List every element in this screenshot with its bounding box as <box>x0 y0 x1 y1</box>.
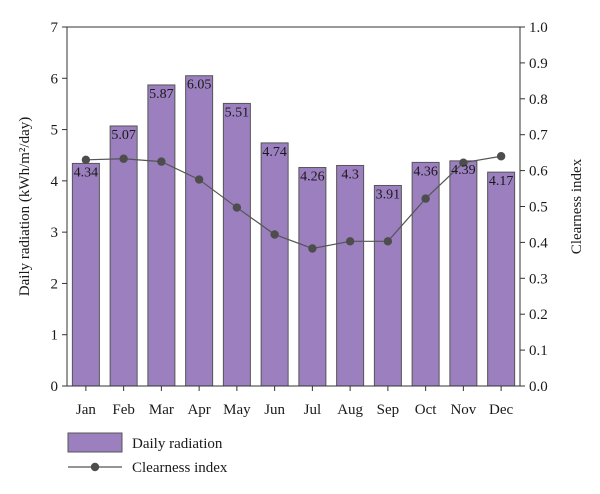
clearness-point-feb <box>119 154 128 163</box>
data-label-oct: 4.36 <box>413 164 438 179</box>
right-tick-label: 0.8 <box>529 92 548 108</box>
x-tick-label-aug: Aug <box>337 402 363 418</box>
x-tick-label-dec: Dec <box>489 402 513 418</box>
axes-layer: 0 1 2 3 4 5 6 7 0.0 0.1 0.2 0.3 0.4 0.5 0.6 0.7 0.8 0.9 1.… <box>51 20 549 418</box>
clearness-line-layer <box>81 152 506 253</box>
data-label-jan: 4.34 <box>74 165 99 180</box>
data-label-jul: 4.26 <box>300 170 325 185</box>
bar-jun <box>260 142 289 387</box>
bar-mar <box>147 84 176 387</box>
right-tick-label: 0.3 <box>529 271 548 287</box>
clearness-point-may <box>232 203 242 212</box>
legend-label-daily-radiation: Daily radiation <box>132 436 223 452</box>
left-tick-label: 6 <box>51 71 59 87</box>
clearness-point-dec <box>496 152 506 161</box>
right-tick-label: 0.6 <box>529 164 548 180</box>
clearness-point-sep <box>383 237 393 246</box>
x-tick-label-sep: Sep <box>377 402 400 418</box>
data-label-sep: 3.91 <box>376 187 401 202</box>
x-tick-label-nov: Nov <box>450 402 476 418</box>
bar-nov <box>449 160 478 387</box>
left-tick-label: 2 <box>51 276 59 292</box>
data-label-mar: 5.87 <box>149 87 174 102</box>
x-tick-label-apr: Apr <box>187 402 210 418</box>
data-label-feb: 5.07 <box>111 128 136 143</box>
x-tick-label-feb: Feb <box>112 402 135 418</box>
right-tick-label: 0.7 <box>529 128 548 144</box>
data-label-aug: 4.3 <box>341 167 359 182</box>
x-tick-label-mar: Mar <box>149 402 174 418</box>
clearness-index-line <box>85 155 502 250</box>
clearness-point-oct <box>421 194 430 203</box>
x-tick-label-jul: Jul <box>304 402 322 418</box>
clearness-point-jan <box>81 155 91 165</box>
right-tick-label: 0.2 <box>529 307 548 323</box>
left-axis-title: Daily radiation (kWh/m²/day) <box>17 117 33 296</box>
right-tick-label: 0.5 <box>529 200 548 216</box>
clearness-point-jun <box>270 230 279 239</box>
clearness-point-nov <box>459 158 468 167</box>
left-tick-label: 0 <box>51 379 59 395</box>
x-tick-label-jan: Jan <box>76 402 96 418</box>
bar-sep <box>373 184 402 387</box>
bar-dec <box>487 171 516 387</box>
bars-layer <box>71 75 516 387</box>
left-tick-label: 3 <box>51 225 59 241</box>
bar-apr <box>185 75 214 387</box>
data-label-dec: 4.17 <box>489 174 514 189</box>
x-tick-label-jun: Jun <box>264 402 285 418</box>
clearness-point-mar <box>157 157 166 166</box>
legend-swatch-daily-radiation <box>67 432 123 453</box>
left-tick-label: 7 <box>51 20 59 36</box>
x-tick-label-oct: Oct <box>415 402 437 418</box>
bar-jul <box>298 167 327 387</box>
left-tick-label: 4 <box>51 174 59 190</box>
clearness-point-apr <box>194 175 204 184</box>
clearness-point-jul <box>308 244 317 253</box>
right-axis-title: Clearness index <box>569 158 585 254</box>
legend-label-clearness-index: Clearness index <box>132 460 228 476</box>
data-label-jun: 4.74 <box>262 145 287 160</box>
right-tick-label: 0.9 <box>529 56 548 72</box>
bar-aug <box>336 164 365 387</box>
clearness-point-aug <box>345 237 355 246</box>
right-tick-label: 1.0 <box>529 20 548 36</box>
bar-jan <box>71 162 100 387</box>
bar-may <box>222 102 251 387</box>
data-label-nov: 4.39 <box>451 163 476 178</box>
left-tick-label: 5 <box>51 123 59 139</box>
legend: Daily radiation Clearness index <box>67 432 228 476</box>
right-tick-label: 0.0 <box>529 379 548 395</box>
bar-feb <box>109 125 138 387</box>
data-label-apr: 6.05 <box>187 78 212 93</box>
legend-marker-clearness-index <box>90 462 100 472</box>
x-tick-label-may: May <box>223 402 251 418</box>
data-label-may: 5.51 <box>225 105 250 120</box>
right-tick-label: 0.4 <box>529 235 548 251</box>
right-tick-label: 0.1 <box>529 343 548 359</box>
left-tick-label: 1 <box>51 328 59 344</box>
data-labels-layer: 4.34 5.07 5.87 6.05 5.51 4.74 4.26 4.3 3.91 4.36 4… <box>74 78 514 203</box>
